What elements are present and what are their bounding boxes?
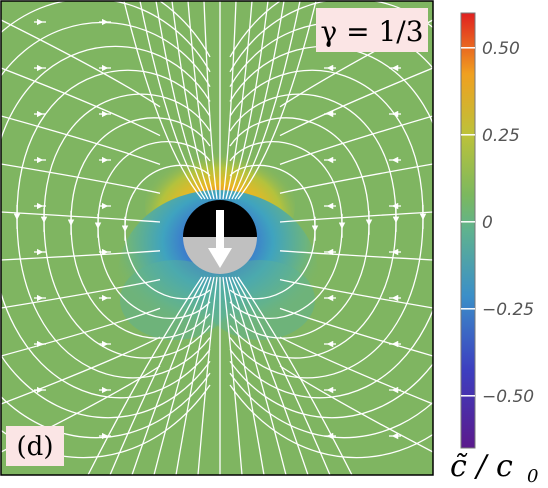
streamline [123,1,203,200]
streamline [279,336,433,405]
panel-label-box: (d) [6,426,64,466]
negative-tail-left [120,260,230,340]
streamline [279,250,433,261]
streamline [279,307,433,357]
streamline [279,278,433,309]
colorbar-tick-label: −0.25 [482,300,534,320]
streamline [131,276,209,475]
colorbar-ticks: 0.50 0.25 0 −0.25 −0.50 [461,39,534,407]
streamline [153,276,212,475]
plot-area [1,1,433,475]
streamline [231,276,309,475]
streamline [279,163,433,194]
streamline [229,1,433,459]
colorbar-label-subscript: 0 [527,466,538,487]
streamline [231,1,285,200]
swimmer-particle [183,200,257,274]
streamline [234,1,301,200]
streamlines [1,1,433,475]
streamline [1,19,161,108]
streamline [1,67,161,137]
streamline [222,276,243,475]
streamline [87,276,203,475]
streamline [1,1,211,459]
parameter-label-box: γ = 1/3 [316,8,428,52]
streamline [1,45,211,399]
streamline [139,1,206,200]
streamline [228,276,287,475]
colorbar-tick-label: 0.25 [482,126,520,146]
streamline [197,276,218,475]
streamline [222,1,237,200]
streamline [187,1,215,200]
parameter-label: γ = 1/3 [320,15,423,48]
streamline [175,276,215,475]
streamline [279,67,433,137]
colorbar-tick-label: −0.50 [482,387,534,407]
streamline [203,1,218,200]
streamline [228,1,269,200]
streamline [225,276,265,475]
streamline [1,250,161,261]
colorbar-gradient [460,12,476,449]
streamline [155,1,209,200]
streamline [1,163,161,194]
streamline [1,278,161,309]
streamline [1,115,161,166]
swim-direction-arrow [208,210,232,268]
streamline [1,211,161,223]
streamline [279,115,433,166]
colorbar-label: c̃ / c [450,449,513,484]
streamline [237,276,353,475]
negative-region [118,190,318,360]
panel-label: (d) [17,432,54,462]
streamline [279,365,433,453]
streamline [1,21,211,419]
colorbar: 0.50 0.25 0 −0.25 −0.50 c̃ / c 0 [450,12,538,487]
streamline [279,211,433,223]
negative-tail-right [205,260,315,340]
streamline [229,1,433,439]
streamline [225,1,253,200]
streamline [229,45,433,399]
plot-frame [0,0,434,476]
streamline [237,1,317,200]
streamline [1,307,161,357]
streamline [171,1,212,200]
colorbar-tick-label: 0.50 [482,39,520,59]
streamline [1,336,161,405]
colorbar-tick-label: 0 [482,213,493,233]
